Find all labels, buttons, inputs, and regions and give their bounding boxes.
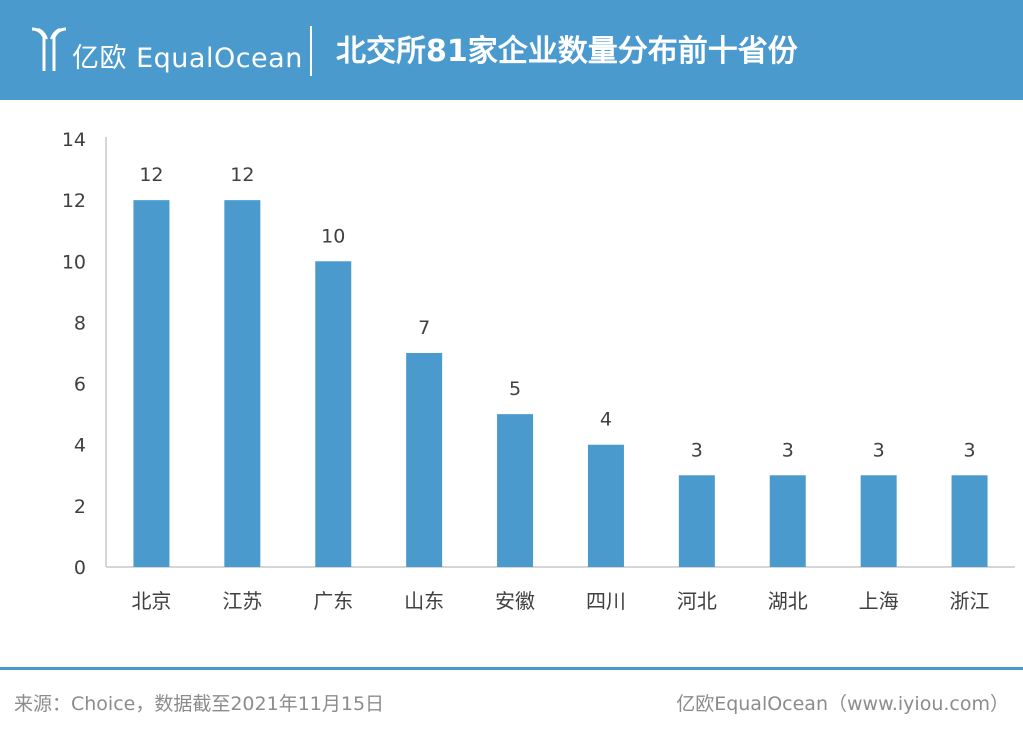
- category-labels: 北京 江苏 广东 山东 安徽 四川 河北 湖北 上海 浙江: [131, 589, 989, 613]
- data-label: 3: [873, 439, 885, 461]
- data-label: 7: [418, 317, 430, 339]
- bar-7: [678, 475, 715, 567]
- data-label: 12: [139, 164, 163, 186]
- page-title: 北交所81家企业数量分布前十省份: [336, 34, 798, 69]
- bars: [133, 200, 988, 567]
- source-note: 来源：Choice，数据截至2021年11月15日: [14, 693, 385, 715]
- y-tick-label: 4: [74, 435, 86, 457]
- data-label: 3: [782, 439, 794, 461]
- data-label: 10: [321, 225, 345, 247]
- y-tick-label: 0: [74, 557, 86, 579]
- footer-brand: 亿欧EqualOcean（www.iyiou.com）: [676, 693, 1009, 715]
- category-label: 安徽: [495, 589, 535, 613]
- bar-chart: 0 2 4 6 8 10 12 14 12 12 10 7 5 4 3 3 3 3 北京 江苏 广东 山东 安徽 四川 河北…: [62, 129, 1015, 613]
- y-tick-label: 8: [74, 312, 86, 334]
- data-label: 4: [600, 409, 612, 431]
- bar-2: [224, 200, 261, 567]
- bar-1: [133, 200, 170, 567]
- bar-8: [769, 475, 806, 567]
- category-label: 上海: [859, 589, 899, 613]
- data-labels: 12 12 10 7 5 4 3 3 3 3: [139, 164, 975, 461]
- bar-10: [951, 475, 988, 567]
- data-label: 5: [509, 378, 521, 400]
- bar-6: [587, 444, 624, 567]
- y-tick-label: 6: [74, 374, 86, 396]
- y-axis: 0 2 4 6 8 10 12 14: [62, 129, 107, 579]
- y-tick-label: 10: [62, 251, 86, 273]
- header-divider: [310, 26, 312, 76]
- bar-4: [406, 353, 443, 567]
- category-label: 湖北: [768, 589, 808, 613]
- category-label: 广东: [313, 589, 353, 613]
- y-tick-label: 12: [62, 190, 86, 212]
- logo-text: 亿欧 EqualOcean: [72, 43, 303, 74]
- data-label: 12: [230, 164, 254, 186]
- bar-5: [497, 414, 534, 567]
- bar-3: [315, 261, 352, 567]
- category-label: 四川: [586, 589, 626, 613]
- y-tick-label: 2: [74, 496, 86, 518]
- category-label: 浙江: [950, 589, 990, 613]
- equalocean-logo-icon: [31, 27, 67, 71]
- footer-divider: [0, 667, 1023, 670]
- category-label: 山东: [404, 589, 444, 613]
- category-label: 江苏: [222, 589, 262, 613]
- category-label: 河北: [677, 589, 717, 613]
- data-label: 3: [691, 439, 703, 461]
- bar-9: [860, 475, 897, 567]
- header-banner: 亿欧 EqualOcean 北交所81家企业数量分布前十省份: [0, 0, 1023, 100]
- y-tick-label: 14: [62, 129, 86, 151]
- category-label: 北京: [131, 589, 171, 613]
- data-label: 3: [964, 439, 976, 461]
